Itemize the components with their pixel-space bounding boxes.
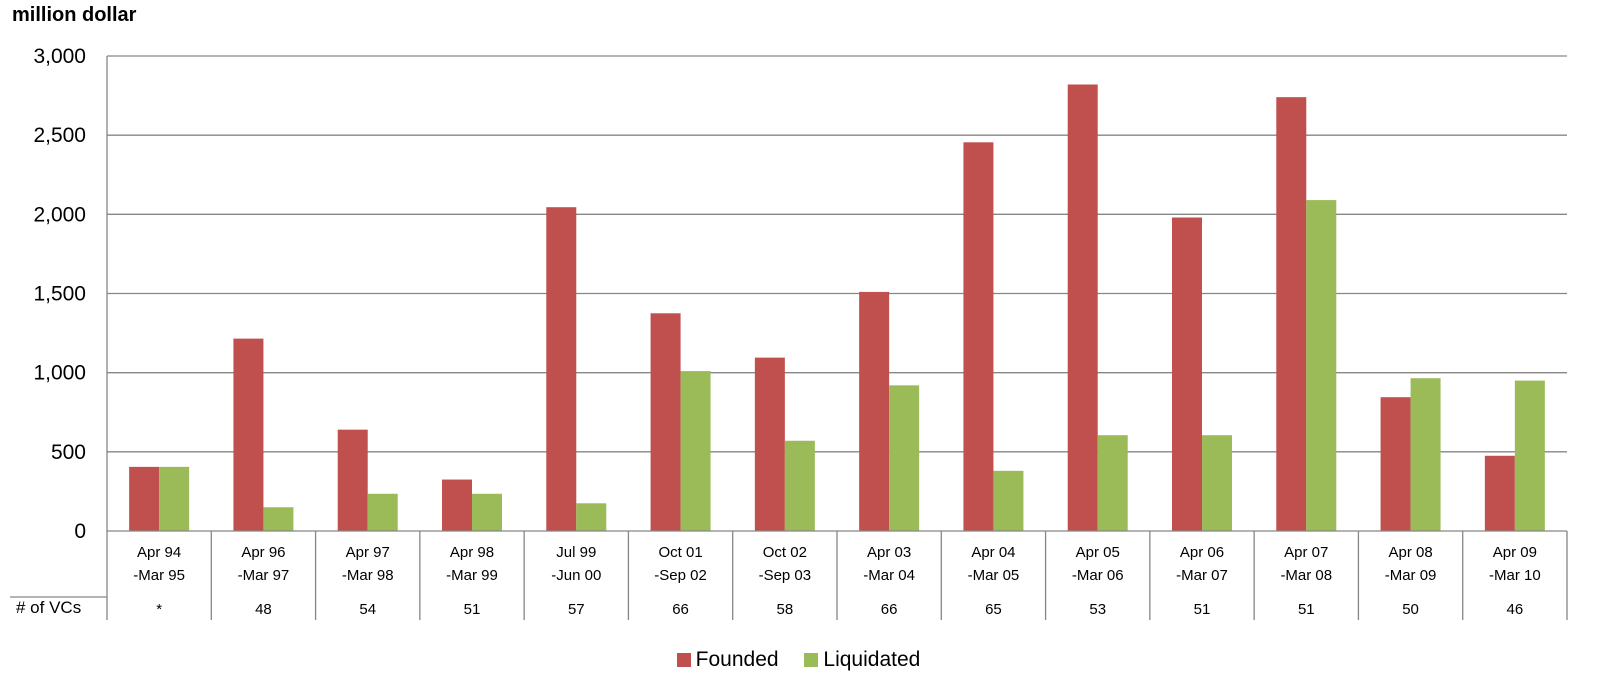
vc-count: 65 (985, 601, 1002, 618)
vc-count: * (156, 601, 162, 618)
y-axis-ticks: 0 500 1,000 1,500 2,000 2,500 3,000 (33, 45, 86, 543)
x-tick-label-line1: Apr 07 (1284, 544, 1328, 561)
y-tick-label: 0 (74, 520, 86, 543)
axes (10, 56, 1568, 620)
x-tick-label-line1: Apr 03 (867, 544, 911, 561)
vc-count: 51 (1194, 601, 1211, 618)
vc-count-row: # of VCs * 48 54 51 57 66 58 66 65 53 51 51 50 46 (16, 598, 1523, 618)
bar-founded (963, 142, 994, 531)
bar-founded (1380, 397, 1411, 531)
x-tick-label-line2: -Mar 04 (863, 567, 915, 584)
y-tick-label: 2,500 (33, 124, 86, 147)
x-tick-label-line1: Apr 06 (1180, 544, 1224, 561)
vc-count: 66 (672, 601, 689, 618)
y-tick-label: 1,500 (33, 283, 86, 306)
bar-liquidated (159, 466, 190, 531)
bar-founded (1067, 84, 1098, 531)
vc-count: 50 (1402, 601, 1419, 618)
y-tick-label: 3,000 (33, 45, 86, 68)
x-tick-label-line2: -Mar 95 (133, 567, 185, 584)
bar-liquidated (263, 507, 294, 531)
vc-count: 54 (359, 601, 376, 618)
vc-count: 51 (1298, 601, 1315, 618)
bar-founded (754, 357, 785, 531)
x-tick-label-line2: -Mar 07 (1176, 567, 1228, 584)
bar-founded (546, 207, 577, 532)
vc-count: 66 (881, 601, 898, 618)
x-tick-label-line1: Apr 96 (241, 544, 285, 561)
bar-chart: 0 500 1,000 1,500 2,000 2,500 3,000 Apr 94 -Mar… (10, 45, 1568, 620)
x-tick-label-line1: Apr 04 (971, 544, 1015, 561)
bars (129, 84, 1545, 532)
x-tick-label-line1: Apr 08 (1388, 544, 1432, 561)
x-tick-label-line2: -Sep 03 (759, 567, 812, 584)
bar-liquidated (1410, 378, 1441, 531)
bar-liquidated (1514, 380, 1545, 531)
vc-row-label: # of VCs (16, 598, 81, 617)
bar-founded (233, 338, 264, 531)
x-tick-label-line2: -Mar 09 (1385, 567, 1437, 584)
bar-liquidated (784, 440, 815, 531)
vc-count: 53 (1089, 601, 1106, 618)
x-tick-label-line1: Apr 05 (1076, 544, 1120, 561)
x-tick-label-line2: -Mar 97 (238, 567, 290, 584)
legend-item-founded: Founded (676, 648, 779, 672)
x-tick-label-line2: -Mar 06 (1072, 567, 1124, 584)
bar-founded (442, 479, 472, 531)
x-tick-label-line2: -Jun 00 (551, 567, 601, 584)
bar-liquidated (576, 503, 607, 531)
x-tick-label-line2: -Mar 08 (1280, 567, 1332, 584)
legend-swatch-founded (676, 653, 691, 667)
x-tick-label-line2: -Mar 98 (342, 567, 394, 584)
bar-liquidated (1202, 435, 1232, 531)
x-tick-label-line2: -Sep 02 (654, 567, 707, 584)
x-tick-label-line1: Apr 09 (1493, 544, 1537, 561)
y-axis-unit-label: million dollar (12, 4, 137, 26)
gridlines (107, 55, 1567, 453)
vc-count: 51 (464, 601, 481, 618)
x-tick-label-line1: Oct 02 (763, 544, 807, 561)
bar-founded (1276, 97, 1307, 532)
bar-founded (337, 429, 368, 531)
bar-liquidated (472, 493, 502, 531)
x-tick-label-line1: Apr 97 (346, 544, 390, 561)
vc-count: 46 (1507, 601, 1524, 618)
bar-liquidated (889, 385, 920, 531)
vc-count: 48 (255, 601, 272, 618)
bar-founded (859, 291, 890, 531)
vc-count: 57 (568, 601, 585, 618)
x-axis-category-labels: Apr 94 -Mar 95 Apr 96 -Mar 97 Apr 97 -Mar 98 A… (133, 544, 1540, 584)
bar-founded (129, 466, 160, 531)
x-tick-label-line2: -Mar 99 (446, 567, 498, 584)
x-tick-label-line1: Jul 99 (556, 544, 596, 561)
bar-liquidated (367, 493, 398, 531)
bar-founded (650, 313, 681, 531)
legend-label-liquidated: Liquidated (823, 648, 921, 671)
legend-swatch-liquidated (804, 653, 819, 667)
legend-label-founded: Founded (695, 648, 779, 671)
x-tick-label-line1: Apr 98 (450, 544, 494, 561)
y-tick-label: 500 (51, 441, 86, 464)
y-tick-label: 2,000 (33, 203, 86, 226)
bar-liquidated (1306, 200, 1337, 532)
y-tick-label: 1,000 (33, 362, 86, 385)
bar-liquidated (993, 470, 1024, 531)
x-tick-label-line2: -Mar 05 (968, 567, 1020, 584)
x-tick-label-line1: Oct 01 (658, 544, 702, 561)
legend-item-liquidated: Liquidated (804, 648, 920, 672)
legend: Founded Liquidated (0, 648, 1597, 673)
vc-count: 58 (777, 601, 794, 618)
bar-liquidated (1097, 435, 1128, 531)
bar-founded (1484, 455, 1515, 531)
x-tick-label-line2: -Mar 10 (1489, 567, 1541, 584)
x-tick-label-line1: Apr 94 (137, 544, 181, 561)
bar-liquidated (680, 371, 711, 531)
bar-founded (1172, 217, 1202, 531)
